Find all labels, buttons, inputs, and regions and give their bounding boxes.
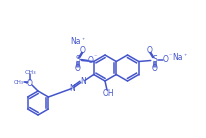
Text: ⁺: ⁺ (81, 38, 84, 43)
Text: CH₃: CH₃ (24, 70, 36, 75)
Text: N: N (69, 84, 74, 93)
Text: O: O (27, 79, 33, 87)
Text: CH₃: CH₃ (14, 79, 24, 84)
Text: ⁻: ⁻ (167, 54, 171, 59)
Text: S: S (75, 55, 80, 64)
Text: O: O (80, 46, 85, 55)
Text: ⁻: ⁻ (93, 55, 96, 60)
Text: Na: Na (172, 53, 182, 62)
Text: ⁺: ⁺ (182, 54, 185, 59)
Text: O: O (151, 64, 157, 73)
Text: O: O (87, 56, 93, 65)
Text: OH: OH (102, 88, 113, 98)
Text: S: S (152, 55, 156, 64)
Text: N: N (80, 77, 85, 86)
Text: O: O (162, 55, 168, 64)
Text: O: O (74, 64, 80, 73)
Text: O: O (146, 46, 152, 55)
Text: Na: Na (70, 37, 81, 46)
